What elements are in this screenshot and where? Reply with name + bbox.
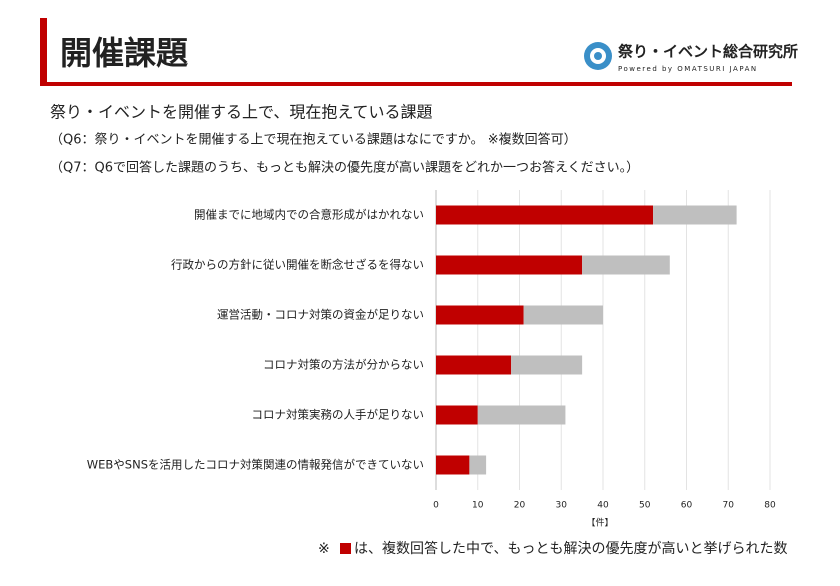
logo-name: 祭り・イベント総合研究所 bbox=[617, 43, 798, 61]
y-tick-label: WEBやSNSを活用したコロナ対策関連の情報発信ができていない bbox=[87, 458, 424, 472]
footnote-swatch bbox=[340, 543, 351, 554]
bar-segment bbox=[523, 305, 603, 325]
chart-title: 祭り・イベントを開催する上で、現在抱えている課題 bbox=[50, 103, 433, 122]
footnote-mark: ※ bbox=[318, 541, 330, 557]
y-tick-label: コロナ対策の方法が分からない bbox=[263, 358, 424, 372]
logo-tagline: Powered by OMATSURI JAPAN bbox=[618, 65, 758, 73]
bar-segment bbox=[436, 305, 524, 325]
x-tick-label: 40 bbox=[597, 501, 609, 511]
x-tick-label: 80 bbox=[764, 501, 776, 511]
bar-segment bbox=[436, 405, 478, 425]
chart-subtitle: （Q6：祭り・イベントを開催する上で現在抱えている課題はなにですか。 ※複数回答… bbox=[50, 132, 577, 148]
bar-segment bbox=[436, 455, 470, 475]
footnote-text: は、複数回答した中で、もっとも解決の優先度が高いと挙げられた数 bbox=[354, 540, 787, 557]
x-tick-label: 30 bbox=[556, 501, 568, 511]
bar-segment bbox=[436, 355, 512, 375]
x-tick-label: 70 bbox=[723, 501, 735, 511]
bar-segment bbox=[511, 355, 583, 375]
bar-segment bbox=[436, 255, 583, 275]
x-tick-label: 10 bbox=[472, 501, 484, 511]
logo-icon bbox=[584, 42, 612, 70]
y-tick-label: コロナ対策実務の人手が足りない bbox=[252, 408, 425, 422]
bar-segment bbox=[436, 205, 654, 225]
header-bar bbox=[40, 18, 47, 86]
slide-title: 開催課題 bbox=[60, 34, 188, 72]
x-tick-label: 60 bbox=[681, 501, 693, 511]
x-axis-label: 【件】 bbox=[586, 517, 613, 529]
x-tick-label: 0 bbox=[433, 501, 439, 511]
chart-subtitle: （Q7：Q6で回答した課題のうち、もっとも解決の優先度が高い課題をどれか一つお答… bbox=[50, 160, 639, 176]
bar-segment bbox=[469, 455, 487, 475]
x-tick-label: 50 bbox=[639, 501, 651, 511]
y-tick-label: 開催までに地域内での合意形成がはかれない bbox=[194, 208, 424, 222]
y-tick-label: 行政からの方針に従い開催を断念せざるを得ない bbox=[171, 258, 424, 272]
y-tick-label: 運営活動・コロナ対策の資金が足りない bbox=[217, 308, 424, 322]
x-tick-label: 20 bbox=[514, 501, 526, 511]
bar-segment bbox=[653, 205, 737, 225]
bar-segment bbox=[477, 405, 566, 425]
header-rule bbox=[40, 82, 792, 86]
plot: 0 10 20 30 40 50 60 70 80 開催までに地域内での合意形成がはかれない行政か… bbox=[87, 190, 776, 511]
bar-segment bbox=[582, 255, 670, 275]
